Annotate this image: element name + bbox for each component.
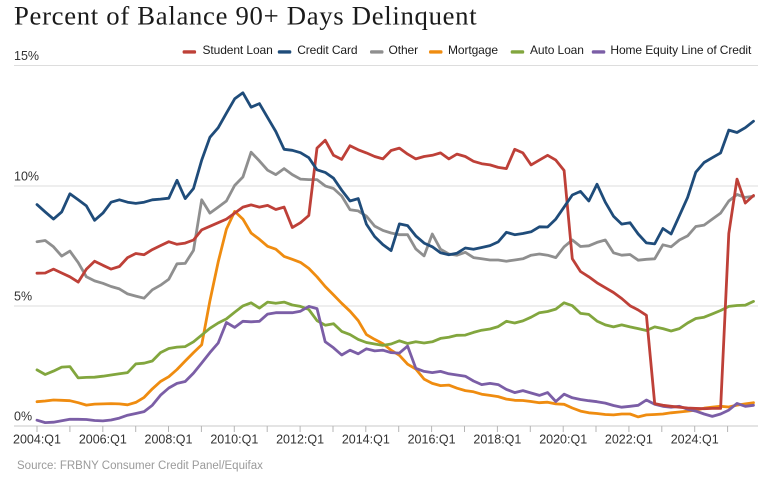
svg-text:Auto Loan: Auto Loan (530, 43, 584, 57)
svg-text:2014:Q1: 2014:Q1 (342, 433, 390, 447)
svg-text:2008:Q1: 2008:Q1 (145, 433, 193, 447)
svg-text:Mortgage: Mortgage (448, 43, 498, 57)
svg-text:2004:Q1: 2004:Q1 (13, 433, 61, 447)
svg-text:Student Loan: Student Loan (203, 43, 273, 57)
svg-text:Home Equity Line of Credit: Home Equity Line of Credit (610, 43, 752, 57)
svg-text:2018:Q1: 2018:Q1 (473, 433, 521, 447)
svg-text:Source: FRBNY Consumer Credit: Source: FRBNY Consumer Credit Panel/Equi… (17, 460, 263, 472)
svg-text:5%: 5% (14, 290, 32, 304)
svg-text:2012:Q1: 2012:Q1 (276, 433, 324, 447)
svg-text:Percent of Balance 90+ Days De: Percent of Balance 90+ Days Delinquent (14, 0, 477, 30)
svg-text:2010:Q1: 2010:Q1 (210, 433, 258, 447)
svg-text:2016:Q1: 2016:Q1 (408, 433, 456, 447)
svg-text:10%: 10% (14, 170, 39, 184)
svg-text:2006:Q1: 2006:Q1 (79, 433, 127, 447)
svg-text:15%: 15% (14, 49, 39, 63)
svg-text:2020:Q1: 2020:Q1 (539, 433, 587, 447)
svg-text:2024:Q1: 2024:Q1 (671, 433, 719, 447)
svg-text:Credit Card: Credit Card (297, 43, 357, 57)
svg-text:0%: 0% (14, 410, 32, 424)
svg-text:2022:Q1: 2022:Q1 (605, 433, 653, 447)
svg-text:Other: Other (389, 43, 419, 57)
